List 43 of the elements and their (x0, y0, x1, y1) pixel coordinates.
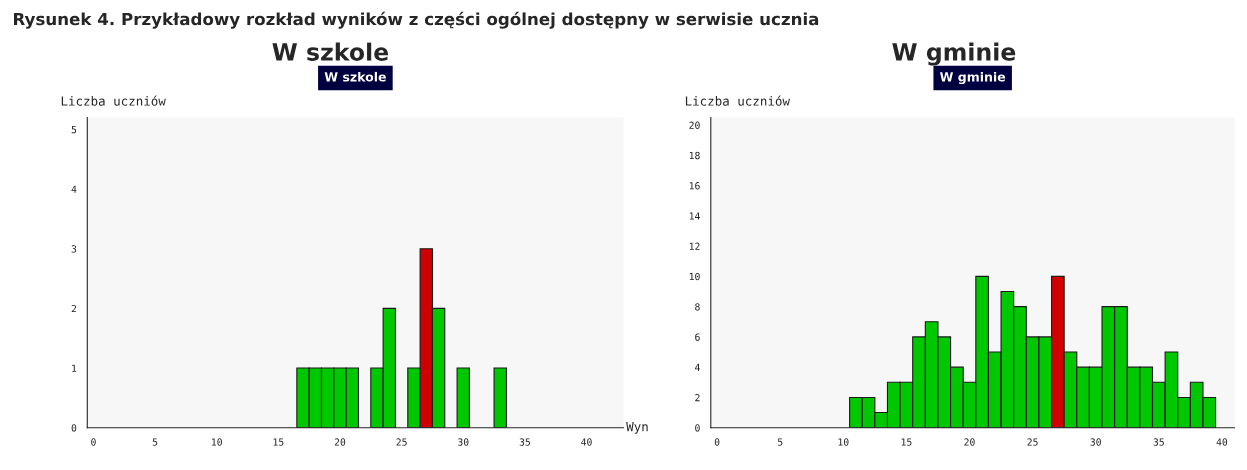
x-tick-label: 40 (1216, 438, 1228, 446)
x-tick-label: 25 (396, 438, 407, 446)
x-tick-label: 5 (777, 438, 783, 446)
y-axis-title: Liczba uczniów (685, 95, 790, 106)
y-tick-label: 8 (695, 303, 700, 311)
x-tick-label: 0 (91, 438, 96, 446)
y-tick-label: 20 (689, 121, 700, 129)
y-tick-label: 12 (689, 242, 700, 250)
chart-subtitle: W szkole (324, 71, 386, 82)
x-tick-label: 35 (519, 438, 530, 446)
y-tick-label: 0 (71, 424, 77, 432)
chart-subtitle: W gminie (940, 71, 1006, 85)
x-tick-label: 5 (152, 438, 158, 446)
x-tick-label: 20 (334, 438, 346, 446)
x-tick-label: 10 (212, 438, 222, 446)
y-tick-label: 10 (689, 272, 700, 281)
x-tick-label: 35 (1153, 438, 1164, 446)
y-tick-label: 14 (689, 212, 700, 220)
y-tick-label: 0 (695, 424, 700, 432)
x-tick-label: 10 (838, 438, 849, 446)
y-tick-label: 4 (71, 185, 77, 193)
y-tick-label: 3 (71, 245, 77, 253)
y-tick-label: 4 (695, 363, 700, 371)
y-tick-label: 6 (695, 333, 700, 341)
y-axis-title: Liczba uczniów (61, 95, 166, 106)
chart-title: W szkole (272, 42, 389, 61)
y-tick-label: 16 (689, 182, 700, 190)
x-tick-label: 25 (1027, 438, 1038, 446)
y-tick-label: 18 (689, 151, 700, 160)
text: Rysunek 4. Przykładowy rozkład wyników z części ogólnej dostępny w serwisie ucznia (14, 11, 819, 29)
chart-title: W gminie (892, 42, 1016, 66)
x-axis-title: Wyn (626, 422, 648, 434)
y-tick-label: 1 (72, 364, 77, 372)
x-tick-label: 40 (581, 438, 592, 446)
x-tick-label: 30 (1090, 438, 1101, 446)
x-tick-label: 15 (273, 438, 284, 446)
x-tick-label: 20 (964, 438, 975, 446)
y-tick-label: 2 (71, 304, 77, 313)
x-tick-label: 30 (458, 438, 469, 446)
x-tick-label: 0 (714, 438, 720, 446)
x-tick-label: 15 (901, 438, 912, 446)
y-tick-label: 5 (71, 126, 77, 134)
y-tick-label: 2 (695, 393, 700, 402)
